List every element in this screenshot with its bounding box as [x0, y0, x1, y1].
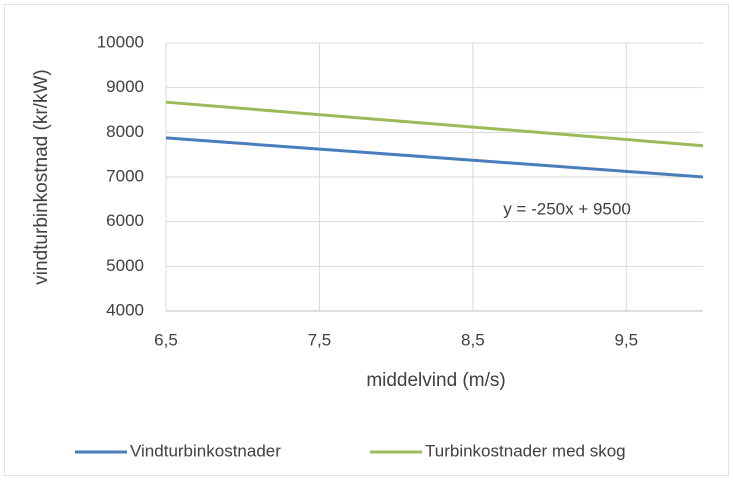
- x-axis-label: middelvind (m/s): [366, 370, 505, 391]
- y-tick-label: 8000: [106, 122, 144, 141]
- annotation: y = -250x + 9500: [503, 199, 631, 218]
- y-tick-label: 4000: [106, 300, 144, 319]
- y-axis-label: vindturbinkostnad (kr/kW): [31, 69, 52, 284]
- series-line: [165, 136, 704, 179]
- legend-label: Vindturbinkostnader: [130, 441, 281, 460]
- y-tick-label: 5000: [106, 256, 144, 275]
- x-tick-label: 8,5: [461, 330, 485, 349]
- legend-label: Turbinkostnader med skog: [425, 441, 626, 460]
- y-tick-label: 6000: [106, 211, 144, 230]
- x-tick-label: 7,5: [308, 330, 332, 349]
- y-tick-label: 10000: [97, 32, 144, 51]
- y-tick-label: 9000: [106, 77, 144, 96]
- x-tick-label: 9,5: [614, 330, 638, 349]
- y-tick-label: 7000: [106, 166, 144, 185]
- x-tick-label: 6,5: [154, 330, 178, 349]
- series-line: [165, 100, 704, 148]
- chart-border: [4, 4, 729, 476]
